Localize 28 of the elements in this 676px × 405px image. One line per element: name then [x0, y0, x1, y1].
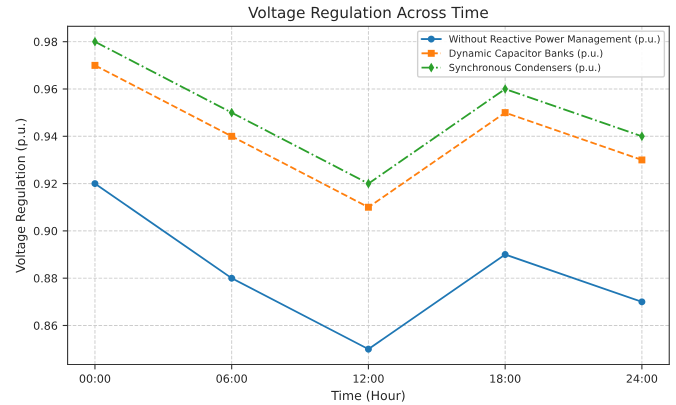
y-tick-label: 0.98 — [34, 38, 58, 46]
legend-label: Without Reactive Power Management (p.u.) — [449, 35, 660, 44]
chart-title: Voltage Regulation Across Time — [248, 6, 488, 22]
point — [638, 298, 646, 306]
legend-label: Synchronous Condensers (p.u.) — [449, 64, 600, 74]
y-tick-label: 0.90 — [34, 226, 58, 236]
y-tick-label: 0.96 — [34, 84, 58, 94]
y-tick-label: 0.86 — [34, 321, 58, 330]
x-tick-label: 18:00 — [490, 374, 520, 383]
x-tick-label: 06:00 — [216, 374, 247, 383]
legend-label: Dynamic Capacitor Banks (p.u.) — [450, 49, 602, 59]
x-tick-label: 12:00 — [354, 374, 384, 383]
x-tick-label: 00:00 — [80, 374, 110, 383]
point — [91, 180, 98, 188]
x-tick-label: 24:00 — [626, 374, 658, 383]
point — [638, 156, 646, 164]
point — [502, 109, 509, 116]
point — [502, 251, 509, 258]
point — [364, 204, 372, 211]
point — [91, 62, 98, 69]
y-axis-title: Voltage Regulation (p.u.) — [15, 118, 28, 273]
y-tick-label: 0.92 — [34, 180, 57, 188]
point — [228, 132, 236, 140]
y-tick-label: 0.88 — [34, 274, 58, 283]
point — [228, 274, 236, 282]
y-tick-label: 0.94 — [34, 132, 58, 141]
point — [364, 346, 372, 353]
x-axis-title: Time (Hour) — [331, 390, 405, 402]
